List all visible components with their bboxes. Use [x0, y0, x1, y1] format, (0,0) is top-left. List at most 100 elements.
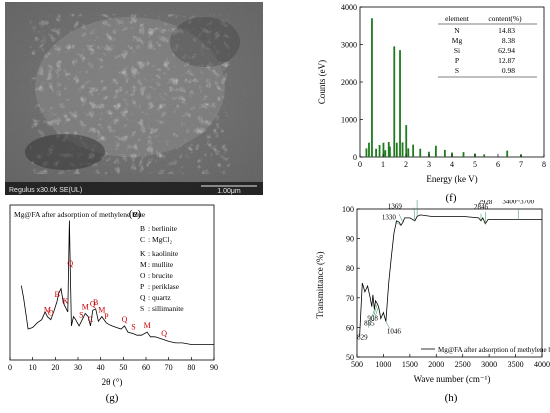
- sem-panel: Regulus x30.0k SE(UL) 1.00μm (e): [0, 0, 270, 225]
- legend-key: K: [140, 249, 146, 258]
- ftir-xtick-label: 4000: [534, 360, 550, 369]
- eds-peak-bar: [435, 145, 437, 157]
- ftir-chart: 1637159513691330292828463400~37001046908…: [315, 180, 550, 384]
- xrd-xtick-label: 80: [187, 363, 195, 372]
- eds-peak-bar: [389, 146, 391, 157]
- legend-text: : periklase: [148, 282, 180, 291]
- table-cell: P: [455, 56, 459, 65]
- legend-key: O: [140, 271, 146, 280]
- eds-ytick-label: 2000: [341, 78, 357, 87]
- xrd-xtick-label: 20: [51, 363, 59, 372]
- eds-peak-bar: [405, 125, 408, 157]
- xrd-legend: B : berlinite C : MgCl₂ K : kaolinite M …: [140, 224, 184, 313]
- eds-peak-bar: [365, 148, 368, 157]
- eds-peak-bar: [371, 18, 373, 157]
- xrd-xtick-label: 30: [74, 363, 82, 372]
- legend-text: : berlinite: [148, 224, 178, 233]
- xrd-xtick-label: 40: [97, 363, 105, 372]
- eds-ytick-label: 1000: [341, 116, 357, 125]
- ftir-plot-frame: [356, 208, 543, 358]
- ftir-annotation-label: 1330: [382, 213, 397, 221]
- ftir-ylabel: Transmittance (%): [315, 252, 325, 319]
- xrd-peak-label: M: [44, 306, 51, 315]
- table-cell: N: [454, 26, 460, 35]
- xrd-peak-label: Q: [161, 329, 167, 338]
- eds-peak-bar: [368, 142, 370, 157]
- ftir-annotation-label: 1369: [388, 202, 403, 210]
- table-cell: 8.38: [502, 36, 515, 45]
- sem-footer-text: Regulus x30.0k SE(UL): [9, 187, 82, 194]
- eds-xtick-label: 7: [519, 160, 523, 169]
- eds-peak-bar: [407, 148, 410, 157]
- caption-e: (e): [128, 208, 142, 220]
- ftir-ytick-label: 80: [346, 264, 354, 273]
- legend-text: : quartz: [148, 293, 171, 302]
- xrd-peak-label: Q: [90, 299, 96, 308]
- table-cell: Mg: [452, 36, 463, 45]
- ftir-xlabel: Wave number (cm⁻¹): [414, 374, 491, 384]
- legend-key: Q: [140, 293, 146, 302]
- ftir-xtick-label: 500: [351, 360, 363, 369]
- xrd-peak-label: B: [93, 298, 98, 307]
- ftir-annotation-label: 1595: [406, 200, 421, 201]
- xrd-peak-label: P: [104, 312, 109, 321]
- ftir-series-line: [359, 214, 542, 337]
- eds-ylabel: Counts (eV): [317, 60, 327, 104]
- ftir-annotation-label: 829: [357, 334, 368, 342]
- xrd-panel: Mg@FA after adsorption of methylene blue…: [0, 200, 275, 408]
- legend-text: : brucite: [148, 271, 173, 280]
- ftir-xtick-label: 2000: [428, 360, 444, 369]
- eds-xlabel: Energy (ke V): [426, 174, 477, 184]
- xrd-peak-label: C: [88, 315, 93, 324]
- xrd-peak-label: K: [63, 296, 69, 305]
- eds-xtick-label: 1: [381, 160, 385, 169]
- eds-plot-frame: [359, 6, 545, 158]
- sem-scale-text: 1.00μm: [217, 188, 241, 195]
- eds-xtick-label: 0: [358, 160, 362, 169]
- ftir-legend: Mg@FA after adsorption of methylene blue: [438, 346, 550, 354]
- ftir-ytick-label: 90: [346, 235, 354, 244]
- legend-text: : sillimanite: [148, 304, 184, 313]
- xrd-chart: Mg@FA after adsorption of methylene blue…: [8, 204, 218, 387]
- caption-h: (h): [444, 392, 458, 404]
- xrd-peak-label: B: [54, 290, 59, 299]
- table-header-content: content(%): [488, 14, 522, 23]
- eds-peak-bar: [399, 50, 401, 157]
- eds-peak-bar: [378, 145, 381, 157]
- ftir-annotation-label: 3400~3700: [502, 200, 534, 205]
- xrd-peak-label: S: [131, 323, 135, 332]
- ftir-ytick-label: 60: [346, 323, 354, 332]
- table-cell: 12.87: [498, 56, 515, 65]
- legend-text: : mullite: [148, 260, 174, 269]
- eds-xtick-label: 8: [542, 160, 546, 169]
- caption-g: (g): [105, 392, 119, 404]
- xrd-xtick-label: 90: [210, 363, 218, 372]
- xrd-peak-label: Q: [122, 315, 128, 324]
- eds-peak-bar: [443, 149, 446, 157]
- eds-peak-bar: [393, 46, 396, 157]
- table-cell: 62.94: [498, 46, 515, 55]
- ftir-annotation-leader: [385, 321, 391, 329]
- eds-xtick-label: 6: [496, 160, 500, 169]
- ftir-annotation-label: 1046: [387, 327, 402, 335]
- xrd-xtick-label: 0: [8, 363, 12, 372]
- eds-ytick-label: 4000: [341, 3, 357, 12]
- ftir-annotation-label: 2846: [474, 203, 489, 211]
- xrd-peak-label: M: [144, 321, 151, 330]
- table-cell: 0.98: [502, 66, 515, 75]
- eds-peak-bar: [401, 142, 404, 157]
- table-cell: Si: [454, 46, 460, 55]
- ftir-xtick-label: 1000: [375, 360, 391, 369]
- eds-peak-bar: [384, 150, 387, 157]
- xrd-plot-frame: [9, 204, 215, 361]
- sem-info-bar: [5, 182, 263, 195]
- caption-f: (f): [445, 192, 457, 204]
- eds-peak-bar: [387, 142, 390, 157]
- xrd-xlabel: 2θ (°): [102, 377, 123, 387]
- legend-key: C: [140, 235, 145, 244]
- eds-composition-table: element content(%) N 14.83 Mg 8.38 Si 62…: [438, 14, 537, 78]
- table-cell: 14.83: [498, 26, 515, 35]
- eds-peak-bar: [506, 150, 509, 157]
